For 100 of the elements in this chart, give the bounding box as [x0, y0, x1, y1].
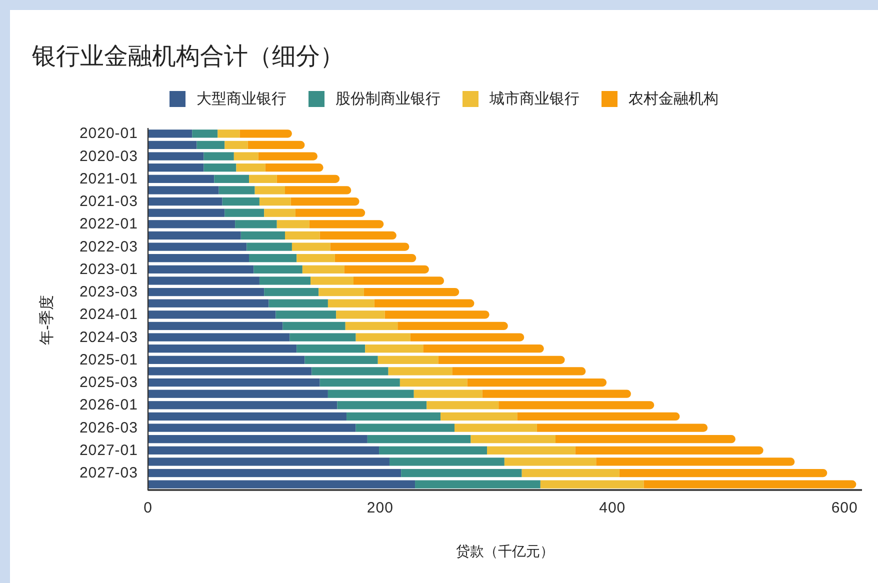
bar	[356, 333, 410, 342]
bar	[196, 140, 225, 150]
bar	[290, 197, 360, 206]
bar	[148, 174, 214, 183]
bar	[235, 220, 277, 228]
bar	[264, 208, 296, 217]
bar	[214, 174, 250, 183]
bar	[295, 208, 366, 217]
bar	[304, 356, 378, 364]
bar	[284, 231, 320, 240]
bar	[276, 310, 336, 319]
bar	[148, 322, 283, 330]
bar	[254, 265, 302, 274]
bar	[540, 480, 644, 488]
bar	[249, 254, 297, 262]
bar	[148, 458, 390, 466]
bar	[384, 310, 490, 319]
bar	[644, 480, 856, 488]
bar	[423, 344, 544, 353]
bar	[401, 468, 522, 478]
bar	[467, 378, 607, 387]
bar	[148, 220, 236, 228]
bar	[346, 412, 441, 421]
bar	[345, 322, 398, 330]
bar	[410, 333, 524, 342]
y-tick-label: 2027-03	[79, 464, 138, 482]
bar	[337, 401, 427, 410]
bar	[148, 186, 219, 194]
bar	[148, 310, 276, 319]
bar	[236, 164, 266, 172]
bar	[268, 299, 328, 308]
y-tick-label: 2023-01	[79, 260, 138, 278]
bar	[487, 446, 576, 454]
bar	[148, 333, 290, 342]
bar	[148, 378, 320, 387]
bar	[440, 412, 518, 421]
bar	[148, 468, 402, 478]
bar	[148, 412, 347, 421]
bar	[148, 446, 380, 454]
bar	[364, 288, 460, 296]
bar	[389, 458, 504, 466]
bar	[148, 367, 312, 376]
bar	[296, 254, 335, 262]
x-axis-title: 贷款（千亿元）	[456, 543, 554, 559]
bar	[284, 186, 352, 194]
bar	[400, 378, 468, 387]
bar	[254, 186, 285, 194]
bar	[619, 468, 828, 478]
bar	[148, 197, 222, 206]
bar	[218, 130, 240, 138]
legend-label: 农村金融机构	[628, 90, 718, 108]
legend-label: 城市商业银行	[488, 90, 580, 108]
y-tick-label: 2022-03	[79, 238, 138, 256]
chart-title: 银行业金融机构合计（细分）	[31, 43, 344, 70]
y-tick-label: 2027-01	[79, 442, 138, 459]
bar	[148, 424, 356, 432]
bar	[374, 299, 474, 308]
y-axis-title: 年-季度	[38, 295, 56, 345]
bar	[398, 322, 508, 330]
y-tick-label: 2021-01	[79, 170, 138, 188]
bar	[148, 390, 328, 398]
bar	[388, 367, 452, 376]
bar	[240, 231, 285, 240]
bar	[224, 140, 248, 150]
y-tick-label: 2020-01	[79, 125, 138, 142]
bar	[328, 390, 414, 398]
legend-label: 大型商业银行	[196, 90, 286, 108]
bar	[224, 208, 264, 217]
y-tick-label: 2024-01	[79, 306, 138, 324]
bar	[302, 265, 344, 274]
bar	[517, 412, 680, 421]
bar	[246, 242, 292, 251]
bar	[353, 276, 444, 285]
bar	[452, 367, 586, 376]
y-tick-label: 2020-03	[79, 148, 138, 165]
bar	[330, 242, 410, 251]
bar	[522, 468, 620, 478]
bar	[356, 424, 454, 432]
bar	[192, 130, 218, 138]
bar	[264, 288, 319, 296]
bar	[148, 208, 225, 217]
x-tick-label: 400	[599, 500, 626, 516]
bar	[148, 356, 305, 364]
legend-label: 股份制商业银行	[336, 90, 440, 108]
bar	[282, 322, 346, 330]
bar	[240, 130, 292, 138]
y-tick-label: 2025-03	[79, 374, 138, 392]
bar	[310, 276, 354, 285]
bar	[454, 424, 537, 432]
bar	[309, 220, 384, 228]
bar	[234, 152, 258, 160]
bar	[426, 401, 499, 410]
y-tick-label: 2022-01	[79, 216, 138, 233]
bar	[482, 390, 631, 398]
bar	[292, 242, 330, 251]
y-tick-label: 2024-03	[79, 328, 138, 346]
bar	[265, 164, 324, 172]
bar	[575, 446, 764, 454]
bar	[365, 344, 424, 353]
bar	[334, 254, 416, 262]
